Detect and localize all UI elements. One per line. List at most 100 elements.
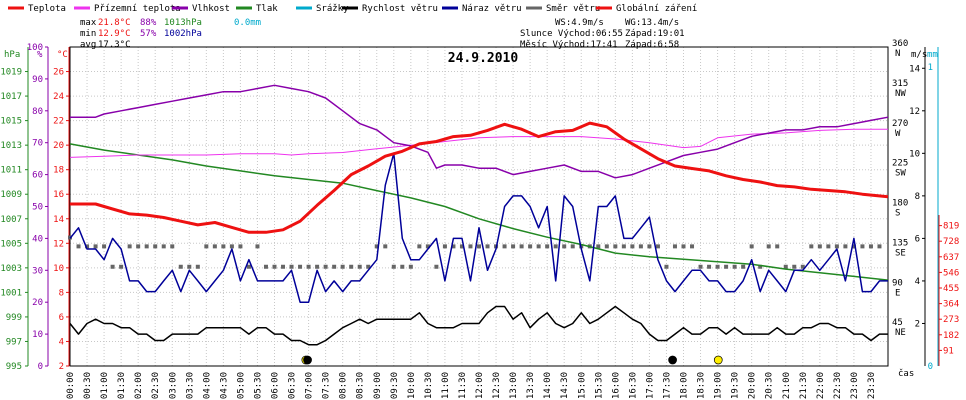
series-point-smer-vetru (528, 244, 533, 249)
axis-tick-radiation: 455 (943, 284, 959, 294)
x-tick-label: 23:30 (867, 372, 877, 399)
series-point-smer-vetru (664, 264, 669, 269)
axis-tick-radiation: 91 (943, 346, 954, 356)
x-tick-label: 10:00 (407, 372, 417, 399)
series-point-smer-vetru (306, 264, 311, 269)
axis-tick-hpa: 997 (6, 337, 22, 347)
axes: hPa9959979991001100310051007100910111013… (0, 39, 959, 399)
x-tick-label: 15:00 (577, 372, 587, 399)
axis-tick-temp: 8 (59, 288, 64, 298)
series-line-5 (69, 152, 888, 303)
series-point-smer-vetru (511, 244, 516, 249)
x-tick-label: 07:30 (322, 372, 332, 399)
series-point-smer-vetru (153, 244, 158, 249)
dir-tick-value: 90 (892, 278, 903, 288)
series-point-smer-vetru (775, 244, 780, 249)
series-point-smer-vetru (834, 244, 839, 249)
series-point-smer-vetru (545, 244, 550, 249)
series-line-2 (70, 84, 889, 179)
series-point-smer-vetru (860, 244, 865, 249)
event-marker-moonrise (668, 355, 677, 365)
series-point-smer-vetru (383, 244, 388, 249)
x-tick-label: 22:30 (833, 372, 843, 399)
series-point-smer-vetru (110, 264, 115, 269)
axis-tick-pct: 90 (32, 75, 43, 85)
x-tick-label: 19:00 (714, 372, 724, 399)
x-tick-label: 01:00 (100, 372, 110, 399)
axis-tick-wind: 12 (909, 107, 920, 117)
x-tick-label: 19:30 (731, 372, 741, 399)
stat-max-hum: 88% (140, 18, 157, 28)
series-point-smer-vetru (272, 264, 277, 269)
stat-avg-label: avg (80, 40, 96, 50)
series-point-smer-vetru (596, 244, 601, 249)
series-point-smer-vetru (570, 244, 575, 249)
dir-tick-letter: NW (895, 89, 906, 99)
x-tick-label: 20:30 (765, 372, 775, 399)
series-point-smer-vetru (425, 244, 430, 249)
series-point-smer-vetru (817, 244, 822, 249)
series-point-smer-vetru (724, 264, 729, 269)
series-point-smer-vetru (681, 244, 686, 249)
axis-unit-temp: °C (57, 50, 68, 60)
axis-tick-pct: 70 (32, 139, 43, 149)
series-point-smer-vetru (187, 264, 192, 269)
x-tick-label: 17:30 (662, 372, 672, 399)
dir-tick-letter: SW (895, 169, 906, 179)
series-point-smer-vetru (315, 264, 320, 269)
axis-tick-pct: 80 (32, 107, 43, 117)
stats-block: max 21.8°C 88% 1013hPa 0.0mm min 12.9°C … (80, 18, 685, 50)
axis-unit-wind: m/s (911, 50, 927, 60)
x-tick-label: 13:00 (509, 372, 519, 399)
stat-mesic: Měsíc Východ:17:41 (520, 40, 618, 50)
series-point-smer-vetru (136, 244, 141, 249)
x-tick-label: 12:00 (475, 372, 485, 399)
x-tick-label: 11:00 (441, 372, 451, 399)
series-point-smer-vetru (655, 244, 660, 249)
axis-tick-temp: 4 (59, 337, 64, 347)
axis-tick-temp: 14 (53, 215, 64, 225)
axis-tick-temp: 24 (53, 92, 64, 102)
series-point-smer-vetru (672, 244, 677, 249)
x-tick-label: 07:00 (305, 372, 315, 399)
axis-tick-hpa: 1001 (0, 288, 22, 298)
chart-title: 24.9.2010 (448, 51, 519, 66)
series-point-smer-vetru (332, 264, 337, 269)
x-tick-label: 21:30 (799, 372, 809, 399)
series-point-smer-vetru (741, 264, 746, 269)
legend-label-5: Rychlost větru (362, 4, 438, 14)
x-tick-label: 02:30 (151, 372, 161, 399)
x-axis-label: čas (898, 368, 914, 379)
series-point-smer-vetru (170, 244, 175, 249)
x-tick-label: 03:00 (168, 372, 178, 399)
x-tick-label: 03:30 (185, 372, 195, 399)
series-point-smer-vetru (690, 244, 695, 249)
series-layer (68, 84, 889, 346)
x-tick-label: 04:00 (202, 372, 212, 399)
axis-tick-wind: 6 (915, 234, 920, 244)
series-point-smer-vetru (323, 264, 328, 269)
series-point-smer-vetru (783, 264, 788, 269)
stat-min-pres: 1002hPa (164, 29, 202, 39)
series-point-smer-vetru (766, 244, 771, 249)
series-point-smer-vetru (221, 244, 226, 249)
legend: Teplota Přízemní teplota Vlhkost Tlak Srážky… (8, 4, 697, 14)
series-point-smer-vetru (826, 244, 831, 249)
legend-label-6: Náraz větru (462, 4, 522, 14)
legend-label-1: Přízemní teplota (94, 4, 181, 14)
axis-tick-wind: 14 (909, 64, 920, 74)
event-marker-moonset (303, 355, 312, 365)
series-point-smer-vetru (408, 264, 413, 269)
series-point-smer-vetru (758, 264, 763, 269)
x-tick-label: 02:00 (134, 372, 144, 399)
series-point-smer-vetru (298, 264, 303, 269)
axis-tick-pct: 30 (32, 266, 43, 276)
series-point-smer-vetru (76, 244, 81, 249)
x-tick-label: 14:30 (560, 372, 570, 399)
series-point-smer-vetru (604, 244, 609, 249)
stat-max-pres: 1013hPa (164, 18, 202, 28)
x-tick-label: 12:30 (492, 372, 502, 399)
stat-min-hum: 57% (140, 29, 157, 39)
